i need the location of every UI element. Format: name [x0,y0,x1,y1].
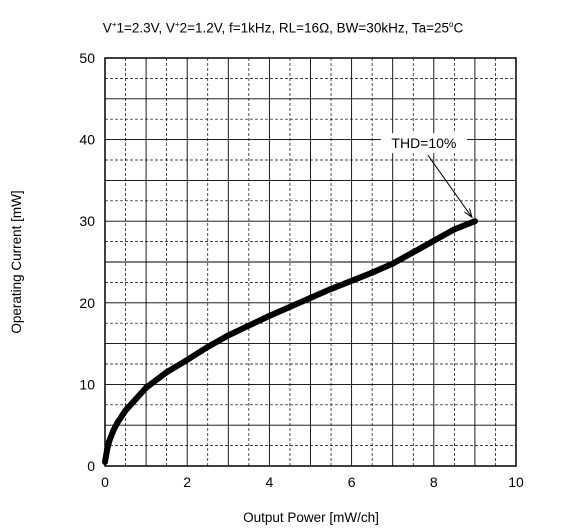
x-tick-label: 0 [101,474,109,490]
data-point [266,312,273,319]
data-point [328,285,335,292]
data-point [132,396,139,403]
y-tick-label: 30 [79,213,95,229]
x-tick-label: 8 [430,474,438,490]
data-point [286,303,293,310]
y-tick-label: 20 [79,295,95,311]
data-points [102,218,478,465]
data-point [114,419,121,426]
annotation-text: THD=10% [391,135,456,151]
x-axis-label: Output Power [mW/ch] [243,510,379,525]
data-point [410,249,417,256]
data-point [110,427,117,434]
annotation-arrowhead [464,208,473,219]
plot-frame [104,57,517,467]
data-point [369,269,376,276]
y-tick-label: 0 [87,458,95,474]
data-point [430,237,437,244]
data-point [225,332,232,339]
data-point [102,458,108,465]
data-point [471,218,478,225]
x-axis-ticks: 0 2 4 6 8 10 [101,474,524,490]
annotation: THD=10% [380,133,473,219]
annotation-background [380,133,467,154]
chart-title: V+1=2.3V, V+2=1.2V, f=1kHz, RL=16Ω, BW=3… [102,20,464,36]
y-axis-label: Operating Current [mW] [9,190,24,333]
data-point [122,407,129,414]
major-grid [105,58,516,466]
y-tick-label: 50 [79,50,95,66]
y-tick-label: 10 [79,376,95,392]
x-tick-label: 10 [508,474,524,490]
y-axis-ticks: 0 10 20 30 40 50 [79,50,95,474]
data-point [104,446,111,453]
data-point [143,384,150,391]
y-tick-label: 40 [79,132,95,148]
data-point [163,369,170,376]
annotation-arrow [427,154,473,218]
data-point [451,226,458,233]
data-point [204,343,211,350]
data-point [245,322,252,329]
data-point [106,438,113,445]
data-point [307,294,314,301]
data-point [348,277,355,284]
x-tick-label: 6 [348,474,356,490]
data-point [389,260,396,267]
x-tick-label: 4 [266,474,274,490]
x-tick-label: 2 [183,474,191,490]
data-point [184,356,191,363]
